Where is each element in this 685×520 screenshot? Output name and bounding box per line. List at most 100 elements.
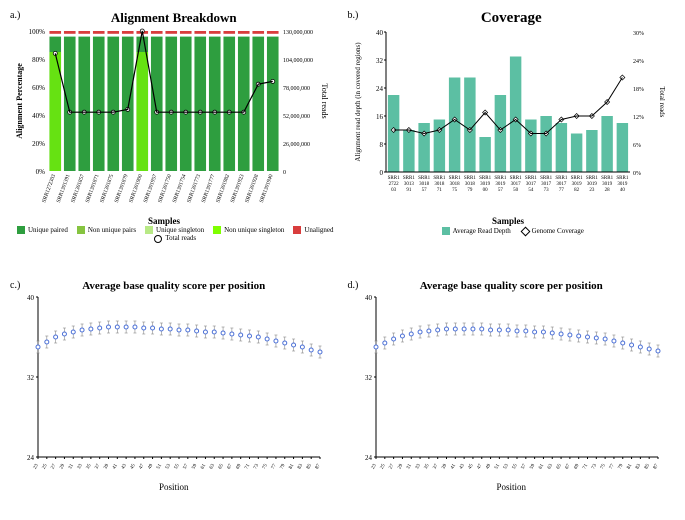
svg-text:SRR1272303: SRR1272303 [41,173,57,203]
panel-b-legend: Average Read Depth Genome Coverage [348,227,676,235]
svg-text:SRR1301957: SRR1301957 [143,173,159,203]
svg-text:79: 79 [280,463,287,470]
svg-text:54: 54 [528,188,534,193]
svg-text:SRR1: SRR1 [509,176,521,181]
svg-text:28: 28 [604,188,610,193]
svg-text:3018: 3018 [449,182,460,187]
panel-d-xlabel: Position [348,482,676,492]
svg-text:41: 41 [450,463,457,470]
svg-text:130,000,000: 130,000,000 [283,30,313,36]
svg-text:30%: 30% [633,31,644,37]
svg-text:33: 33 [77,463,84,470]
svg-text:49: 49 [485,463,492,470]
svg-text:SRR1: SRR1 [601,176,613,181]
svg-text:SRR1301773: SRR1301773 [186,173,202,203]
svg-text:57: 57 [183,463,190,470]
svg-text:79: 79 [467,188,473,193]
svg-text:SRR1: SRR1 [555,176,567,181]
svg-text:3017: 3017 [525,182,536,187]
svg-text:Total reads: Total reads [658,87,666,118]
svg-text:SRR1301923: SRR1301923 [230,173,246,203]
svg-text:8: 8 [379,141,383,149]
svg-text:3019: 3019 [571,182,582,187]
svg-text:32: 32 [376,57,384,65]
svg-text:32: 32 [365,374,373,382]
quality-chart-c: 2432402325272931333537394143454749515355… [10,292,330,482]
svg-text:00: 00 [482,188,488,193]
svg-text:SRR1: SRR1 [540,176,552,181]
svg-text:37: 37 [432,463,439,470]
svg-text:82: 82 [574,188,580,193]
svg-text:3019: 3019 [617,182,628,187]
svg-text:SRR1: SRR1 [524,176,536,181]
panel-a-title: Alignment Breakdown [10,10,338,26]
svg-text:85: 85 [644,463,651,470]
svg-text:47: 47 [476,463,483,470]
svg-text:71: 71 [436,188,442,193]
svg-text:40: 40 [619,188,625,193]
svg-text:77: 77 [271,463,278,470]
svg-text:43: 43 [459,463,466,470]
svg-text:78,000,000: 78,000,000 [283,86,310,92]
svg-text:81: 81 [288,463,295,470]
svg-text:SRR1: SRR1 [448,176,460,181]
panel-c-title: Average base quality score per position [10,280,338,292]
panel-b-title: Coverage [348,10,676,27]
svg-text:91: 91 [406,188,412,193]
svg-text:75: 75 [452,188,458,193]
svg-text:27: 27 [51,463,58,470]
svg-text:3019: 3019 [495,182,506,187]
svg-text:18%: 18% [633,87,644,93]
panel-c: c.) Average base quality score per posit… [10,280,338,520]
svg-text:40: 40 [27,294,35,302]
svg-text:67: 67 [564,463,571,470]
svg-text:65: 65 [218,463,225,470]
svg-text:51: 51 [494,463,501,470]
svg-text:03: 03 [391,188,397,193]
svg-text:39: 39 [103,463,110,470]
svg-text:SRR1301928: SRR1301928 [244,173,260,203]
svg-text:24: 24 [365,454,373,462]
panel-d-label: d.) [348,280,359,291]
svg-text:33: 33 [414,463,421,470]
svg-text:SRR1301900: SRR1301900 [128,173,144,203]
svg-text:87: 87 [315,463,322,470]
svg-text:57: 57 [497,188,503,193]
panel-d: d.) Average base quality score per posit… [348,280,676,520]
svg-text:SRR1301879: SRR1301879 [114,173,130,203]
svg-text:25: 25 [379,463,386,470]
svg-text:23: 23 [33,463,40,470]
svg-text:52,000,000: 52,000,000 [283,114,310,120]
svg-text:0%: 0% [633,171,641,177]
panel-b-label: b.) [348,10,359,21]
svg-text:SRR1301391: SRR1301391 [56,173,72,203]
svg-text:50: 50 [513,188,519,193]
svg-text:Alignment Percentage: Alignment Percentage [15,63,24,139]
panel-c-xlabel: Position [10,482,338,492]
svg-text:3019: 3019 [586,182,597,187]
svg-text:3019: 3019 [602,182,613,187]
svg-text:40: 40 [376,29,384,37]
svg-text:Total reads: Total reads [320,83,329,118]
svg-text:61: 61 [538,463,545,470]
svg-text:SRR1301871: SRR1301871 [85,173,101,203]
svg-text:29: 29 [397,463,404,470]
svg-text:SRR1301777: SRR1301777 [201,173,217,203]
svg-text:83: 83 [297,463,304,470]
svg-text:77: 77 [608,463,615,470]
svg-text:3017: 3017 [541,182,552,187]
svg-text:SRR1: SRR1 [463,176,475,181]
svg-text:24: 24 [27,454,35,462]
svg-text:53: 53 [165,463,172,470]
svg-text:29: 29 [59,463,66,470]
svg-text:0: 0 [379,169,383,177]
svg-text:75: 75 [262,463,269,470]
svg-text:23: 23 [589,188,595,193]
svg-text:0: 0 [283,170,286,176]
svg-text:32: 32 [27,374,35,382]
svg-text:49: 49 [147,463,154,470]
svg-text:63: 63 [547,463,554,470]
svg-text:20%: 20% [32,140,45,148]
svg-text:85: 85 [306,463,313,470]
svg-text:35: 35 [423,463,430,470]
